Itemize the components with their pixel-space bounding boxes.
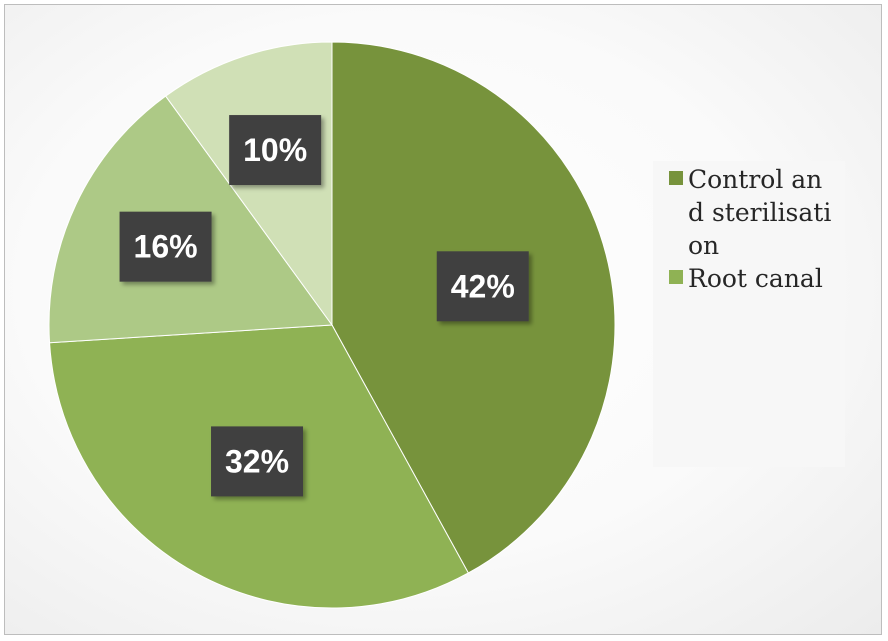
- data-label-box: [436, 251, 529, 322]
- legend-item-control-and-sterilisation: Control and sterilisation: [669, 163, 845, 262]
- data-label-box: [119, 211, 212, 282]
- legend-swatch-root-canal: [669, 270, 683, 284]
- data-label-box: [229, 115, 322, 186]
- data-label-text: 16%: [134, 229, 198, 265]
- data-label-42pct: 42%: [436, 251, 529, 322]
- data-label-box: [211, 426, 304, 497]
- legend-label-control-and-sterilisation: Control and sterilisation: [688, 165, 832, 260]
- chart-legend: Control and sterilisation Root canal: [653, 161, 845, 467]
- legend-item-root-canal: Root canal: [669, 262, 845, 295]
- data-label-10pct: 10%: [229, 115, 322, 186]
- data-label-text: 10%: [243, 132, 307, 168]
- legend-label-root-canal: Root canal: [688, 264, 823, 293]
- data-label-text: 42%: [451, 268, 515, 304]
- legend-swatch-control-and-sterilisation: [669, 171, 683, 185]
- chart-area: 42% 32% 16% 10% Control and sterilisation R…: [4, 4, 882, 635]
- data-label-32pct: 32%: [211, 426, 304, 497]
- data-label-16pct: 16%: [119, 211, 212, 282]
- pie-chart: 42% 32% 16% 10%: [48, 41, 616, 609]
- data-label-text: 32%: [225, 443, 289, 479]
